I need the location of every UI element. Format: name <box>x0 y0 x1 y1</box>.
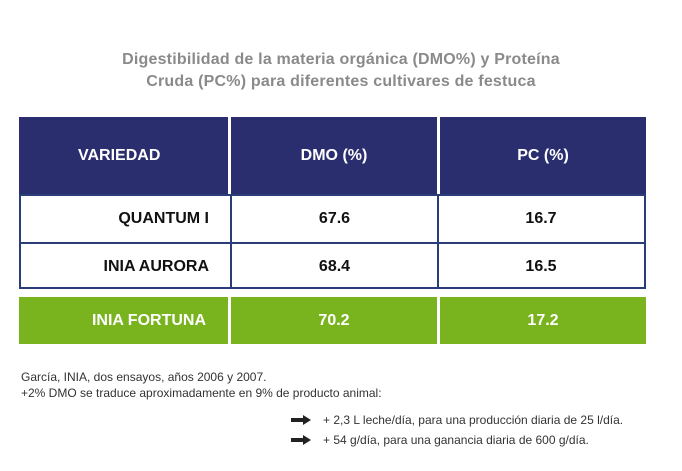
pc-cell: 16.5 <box>525 258 557 275</box>
dmo-cell: 68.4 <box>318 258 351 275</box>
table-row: INIA AURORA 68.4 16.5 <box>21 244 644 290</box>
list-item: + 2,3 L leche/día, para una producción d… <box>291 410 623 430</box>
dmo-note: +2% DMO se traduce aproximadamente en 9%… <box>21 386 382 400</box>
header-variedad: VARIEDAD <box>19 117 228 195</box>
arrow-right-icon <box>291 415 311 425</box>
variedad-cell: QUANTUM I <box>118 210 209 227</box>
notes: García, INIA, dos ensayos, años 2006 y 2… <box>21 369 382 401</box>
table-row: QUANTUM I 67.6 16.7 <box>21 196 644 242</box>
pc-cell: 16.7 <box>525 210 557 227</box>
column-divider <box>437 196 439 287</box>
bullet-list: + 2,3 L leche/día, para una producción d… <box>291 410 623 450</box>
variedad-cell: INIA FORTUNA <box>19 297 228 344</box>
pc-cell: 17.2 <box>440 297 646 344</box>
table-header-row: VARIEDAD DMO (%) PC (%) <box>19 117 646 195</box>
page-title: Digestibilidad de la materia orgánica (D… <box>0 49 682 93</box>
bullet-text: + 54 g/día, para una ganancia diaria de … <box>323 433 589 447</box>
arrow-right-icon <box>291 435 311 445</box>
table-body: QUANTUM I 67.6 16.7 INIA AURORA 68.4 16.… <box>19 194 646 289</box>
column-divider <box>230 196 232 287</box>
list-item: + 54 g/día, para una ganancia diaria de … <box>291 430 623 450</box>
title-line-1: Digestibilidad de la materia orgánica (D… <box>122 51 560 68</box>
header-pc: PC (%) <box>440 117 646 195</box>
bullet-text: + 2,3 L leche/día, para una producción d… <box>323 413 624 427</box>
table-row-highlight: INIA FORTUNA 70.2 17.2 <box>19 297 646 344</box>
header-dmo: DMO (%) <box>231 117 437 195</box>
dmo-cell: 67.6 <box>318 210 351 227</box>
title-line-2: Cruda (PC%) para diferentes cultivares d… <box>146 73 536 90</box>
row-divider <box>21 242 644 244</box>
source-note: García, INIA, dos ensayos, años 2006 y 2… <box>21 370 267 384</box>
variedad-cell: INIA AURORA <box>103 258 209 275</box>
dmo-cell: 70.2 <box>231 297 437 344</box>
